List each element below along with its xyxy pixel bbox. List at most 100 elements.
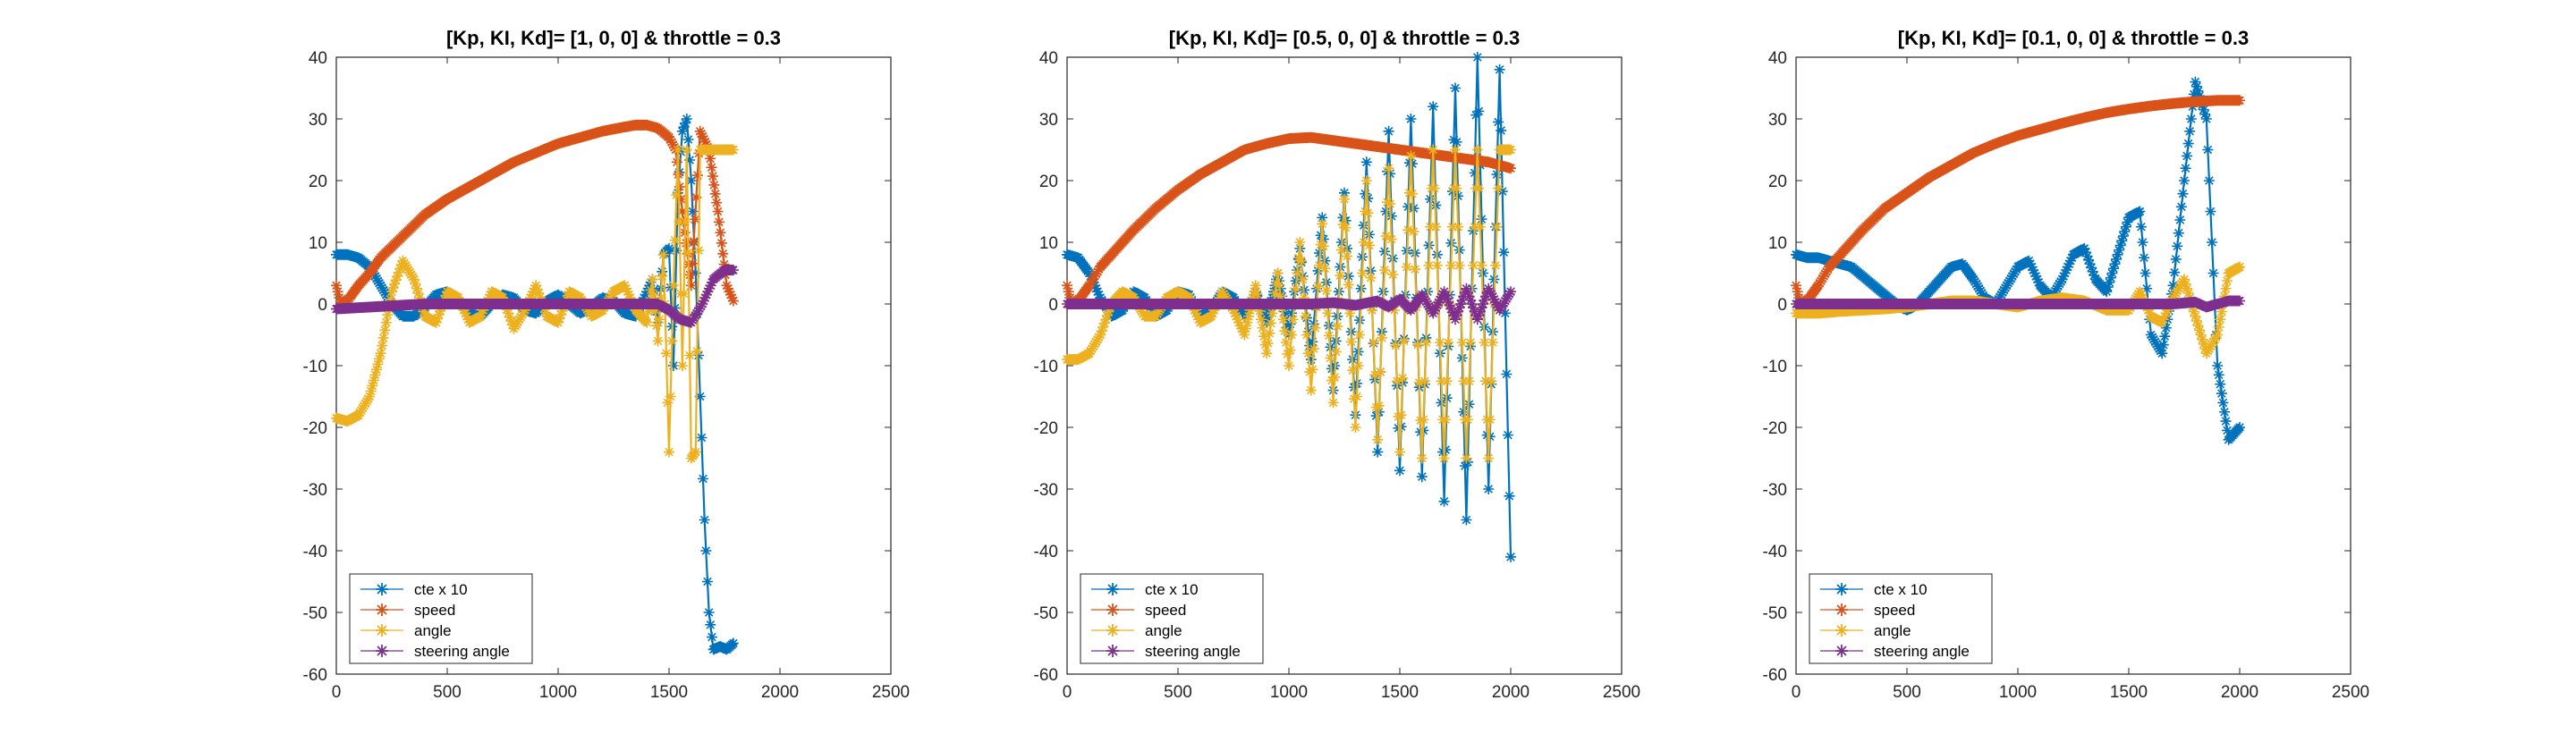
y-tick-label: 30 (309, 111, 327, 130)
data-point (2062, 278, 2063, 280)
legend-marker (1106, 645, 1119, 657)
data-point (2106, 309, 2107, 311)
data-point (1399, 298, 1401, 300)
data-point (2106, 303, 2107, 305)
data-point (1288, 303, 1290, 305)
data-point (1465, 519, 1467, 520)
data-point (1939, 278, 1941, 280)
data-point (1310, 390, 1312, 392)
data-point (1277, 273, 1279, 274)
data-point (1510, 167, 1512, 169)
data-point (1454, 88, 1456, 89)
data-point (446, 303, 448, 305)
legend-item: speed (1820, 602, 1915, 619)
data-point (2173, 284, 2174, 286)
legend-label: cte x 10 (1874, 581, 1928, 598)
x-tick-label: 0 (1792, 683, 1801, 702)
data-point (2183, 278, 2185, 280)
data-point (623, 312, 625, 314)
data-point (513, 297, 514, 299)
data-point (657, 340, 659, 342)
data-point (701, 303, 703, 305)
data-point (380, 306, 382, 308)
data-point (657, 127, 659, 129)
subplot-2: [Kp, KI, Kd]= [0.5, 0, 0] & throttle = 0… (1034, 27, 1641, 702)
data-point (1421, 152, 1423, 154)
data-point (1333, 139, 1335, 141)
data-point (1177, 303, 1179, 305)
y-tick-label: 0 (1048, 296, 1058, 315)
data-point (1432, 149, 1434, 150)
data-point (335, 308, 337, 310)
data-point (1333, 401, 1335, 403)
data-point (717, 149, 719, 150)
data-point (2128, 309, 2130, 311)
data-point (623, 126, 625, 128)
y-tick-label: -60 (1763, 666, 1787, 685)
data-point (344, 300, 346, 302)
y-tick-label: 20 (1768, 173, 1787, 191)
data-point (491, 291, 493, 292)
y-tick-label: 0 (318, 296, 327, 315)
data-point (1333, 302, 1335, 304)
data-point (699, 396, 701, 397)
data-point (369, 396, 370, 397)
data-point (1928, 177, 1930, 179)
legend-item: angle (1820, 622, 1911, 639)
data-point (557, 143, 559, 145)
data-point (402, 304, 403, 306)
data-point (1454, 149, 1456, 150)
data-point (2039, 284, 2041, 286)
data-point (446, 291, 448, 292)
data-point (1233, 309, 1234, 311)
data-point (725, 284, 727, 286)
data-point (1099, 266, 1101, 268)
y-tick-label: -50 (303, 604, 327, 623)
data-point (1132, 229, 1134, 231)
data-point (358, 257, 360, 258)
series-steering-angle (1791, 295, 2245, 313)
data-point (677, 149, 679, 150)
data-point (1155, 207, 1157, 209)
y-tick-label: 10 (1768, 234, 1787, 253)
data-point (602, 297, 604, 299)
data-point (535, 152, 537, 154)
data-point (1951, 266, 1953, 268)
data-point (2006, 284, 2008, 286)
data-point (1510, 149, 1512, 150)
y-tick-label: -30 (1034, 481, 1058, 500)
x-tick-label: 2000 (1492, 683, 1530, 702)
data-point (1255, 284, 1257, 286)
y-tick-label: -50 (1034, 604, 1058, 623)
data-point (673, 365, 674, 367)
data-point (1906, 192, 1908, 194)
data-point (1222, 291, 1224, 292)
data-point (2128, 216, 2130, 218)
data-point (2062, 122, 2063, 124)
data-point (2194, 301, 2196, 303)
data-point (2039, 129, 2041, 131)
x-tick-label: 500 (1893, 683, 1921, 702)
data-point (2150, 105, 2152, 107)
data-point (646, 322, 648, 324)
legend-label: speed (1145, 602, 1186, 619)
legend-label: speed (414, 602, 455, 619)
x-tick-label: 1500 (2110, 683, 2148, 702)
series-angle (331, 144, 739, 464)
y-tick-label: 40 (1768, 49, 1787, 68)
data-point (717, 211, 719, 212)
y-tick-label: -20 (1034, 419, 1058, 438)
data-point (1310, 359, 1312, 360)
data-point (1188, 297, 1190, 299)
data-point (513, 161, 514, 163)
data-point (1840, 263, 1842, 265)
data-point (535, 284, 537, 286)
data-point (668, 137, 670, 139)
data-point (1243, 303, 1245, 305)
y-tick-label: 40 (309, 49, 327, 68)
data-point (1377, 451, 1378, 453)
data-point (513, 303, 514, 305)
data-point (2239, 266, 2241, 268)
data-point (1354, 426, 1356, 428)
data-point (725, 648, 727, 650)
